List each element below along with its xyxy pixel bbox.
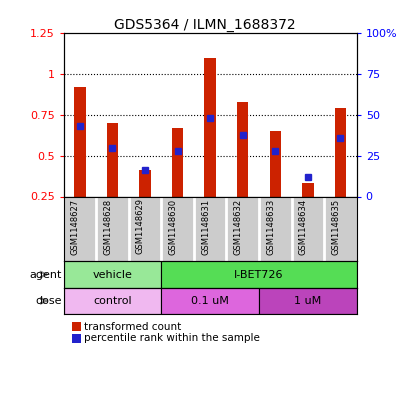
Text: GSM1148632: GSM1148632 <box>233 198 242 255</box>
Text: GDS5364 / ILMN_1688372: GDS5364 / ILMN_1688372 <box>114 18 295 32</box>
Text: dose: dose <box>35 296 61 306</box>
Text: control: control <box>93 296 131 306</box>
Bar <box>63 261 161 288</box>
Text: transformed count: transformed count <box>84 321 181 332</box>
Bar <box>63 288 161 314</box>
Bar <box>269 131 280 237</box>
Text: GSM1148631: GSM1148631 <box>201 198 209 255</box>
Text: agent: agent <box>29 270 61 279</box>
Bar <box>258 288 356 314</box>
Bar <box>204 58 215 237</box>
Text: GSM1148634: GSM1148634 <box>298 198 307 255</box>
Text: percentile rank within the sample: percentile rank within the sample <box>84 333 259 343</box>
Bar <box>171 128 183 237</box>
Text: GSM1148628: GSM1148628 <box>103 198 112 255</box>
Text: 0.1 uM: 0.1 uM <box>191 296 229 306</box>
Bar <box>74 87 85 237</box>
Bar <box>334 108 345 237</box>
Text: I-BET726: I-BET726 <box>234 270 283 279</box>
Text: GSM1148627: GSM1148627 <box>71 198 80 255</box>
Text: GSM1148635: GSM1148635 <box>330 198 339 255</box>
Text: GSM1148630: GSM1148630 <box>168 198 177 255</box>
Bar <box>161 261 356 288</box>
Text: GSM1148633: GSM1148633 <box>265 198 274 255</box>
Bar <box>236 102 248 237</box>
Text: 1 uM: 1 uM <box>294 296 321 306</box>
Bar <box>161 288 258 314</box>
Bar <box>301 184 313 237</box>
Bar <box>106 123 118 237</box>
Text: GSM1148629: GSM1148629 <box>136 198 145 254</box>
Bar <box>139 171 151 237</box>
Text: vehicle: vehicle <box>92 270 132 279</box>
